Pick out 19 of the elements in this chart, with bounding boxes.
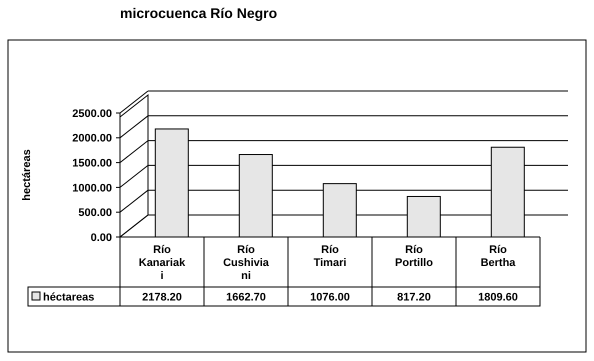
y-tick-label: 2500.00 [72,108,112,120]
y-tick-label: 1000.00 [72,182,112,194]
x-tick-label: Río Kanariaki [138,244,186,282]
data-label: 1662.70 [226,292,266,304]
chart-title: microcuenca Río Negro [120,5,278,21]
y-axis-title: hectáreas [21,149,33,201]
y-tick-label: 2000.00 [72,132,112,145]
y-tick-label: 0.00 [90,232,112,244]
x-tick-label: Río Bertha [480,244,516,269]
legend-label: héctareas [43,292,94,304]
y-tick-label: 500.00 [78,207,112,220]
data-label: 1809.60 [478,292,518,304]
data-label: 2178.20 [142,292,182,304]
data-label: 817.20 [397,292,431,304]
x-tick-label: Río Cushiviani [223,244,270,282]
y-tick-label: 1500.00 [72,157,112,170]
x-tick-label: Río Portillo [395,244,434,269]
data-label: 1076.00 [310,292,350,304]
x-tick-label: Río Timari [314,244,346,269]
